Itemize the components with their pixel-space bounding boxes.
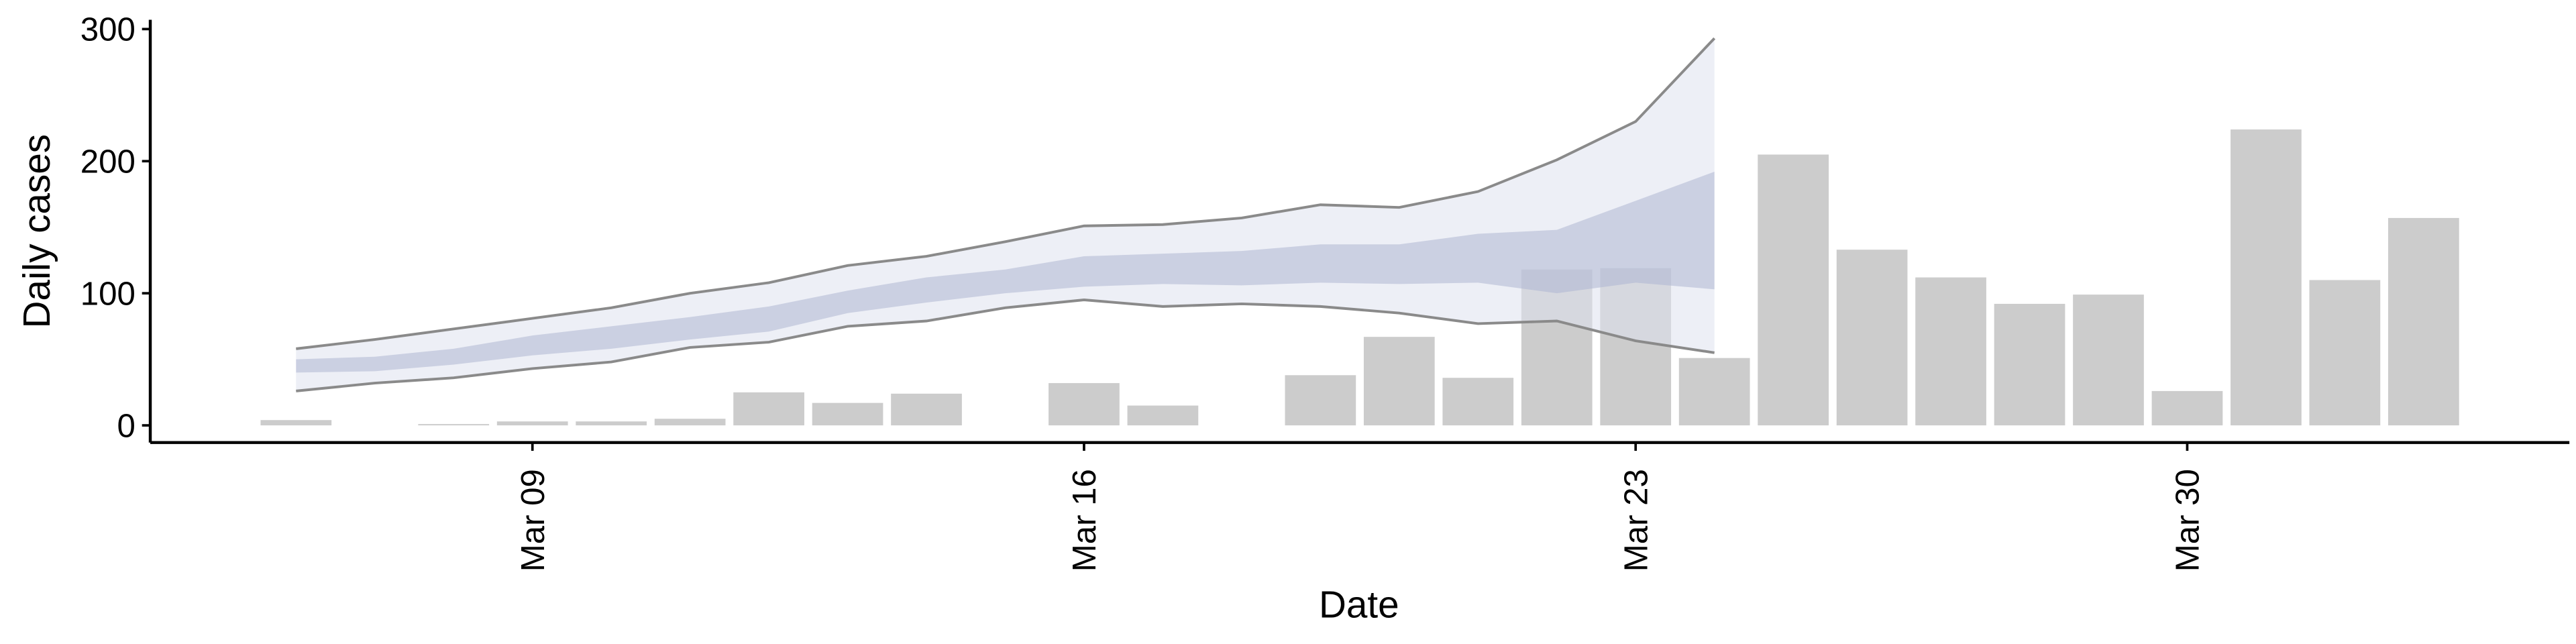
bar bbox=[812, 402, 883, 426]
x-tick-label: Mar 23 bbox=[1617, 469, 1654, 572]
bar bbox=[1363, 337, 1435, 426]
band-line bbox=[296, 37, 1716, 350]
x-tick-label: Mar 30 bbox=[2169, 469, 2206, 572]
bar bbox=[1994, 303, 2065, 426]
band-area bbox=[296, 172, 1715, 373]
bar bbox=[1758, 154, 1829, 426]
bar bbox=[1442, 378, 1514, 426]
bar bbox=[2073, 294, 2144, 426]
bar bbox=[2151, 390, 2223, 426]
bar bbox=[496, 421, 568, 426]
bar bbox=[260, 420, 332, 426]
x-tick-label: Mar 16 bbox=[1066, 469, 1103, 572]
bar bbox=[2231, 129, 2302, 426]
bar bbox=[1836, 250, 1908, 426]
x-axis-title: Date bbox=[1319, 584, 1399, 626]
bar bbox=[576, 421, 647, 426]
bar bbox=[1285, 375, 1356, 426]
bar bbox=[1678, 358, 1750, 426]
bar bbox=[1915, 277, 1986, 426]
bar bbox=[2309, 280, 2381, 426]
band-area bbox=[296, 38, 1715, 391]
y-axis-title: Daily cases bbox=[15, 134, 58, 328]
y-tick-label: 0 bbox=[117, 407, 135, 444]
bar bbox=[2387, 217, 2459, 426]
y-tick-label: 300 bbox=[80, 11, 136, 48]
bar bbox=[1049, 383, 1120, 426]
bar bbox=[1127, 405, 1199, 426]
bar bbox=[418, 424, 490, 426]
y-tick-label: 200 bbox=[80, 143, 136, 180]
bar bbox=[891, 393, 962, 426]
band-line bbox=[296, 299, 1715, 392]
y-tick-label: 100 bbox=[80, 275, 136, 312]
bar bbox=[733, 392, 804, 426]
bar bbox=[654, 419, 726, 426]
x-tick-label: Mar 09 bbox=[515, 469, 551, 572]
